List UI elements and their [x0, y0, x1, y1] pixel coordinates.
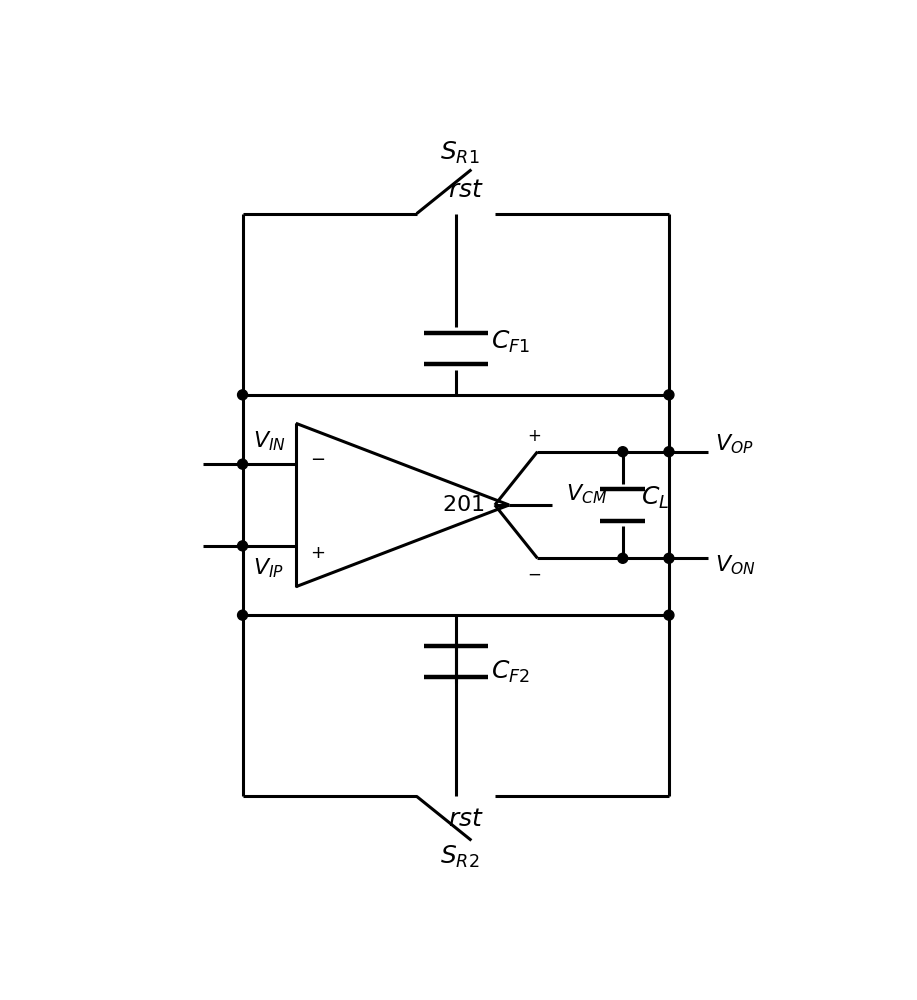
Text: $V_{IP}$: $V_{IP}$	[253, 557, 284, 580]
Text: $V_{OP}$: $V_{OP}$	[715, 433, 754, 456]
Text: $rst$: $rst$	[448, 179, 484, 202]
Circle shape	[664, 553, 674, 563]
Circle shape	[238, 541, 248, 551]
Text: $-$: $-$	[527, 565, 541, 582]
Text: $201$: $201$	[442, 494, 484, 516]
Circle shape	[618, 553, 628, 563]
Text: $-$: $-$	[310, 449, 325, 467]
Circle shape	[238, 610, 248, 620]
Text: $S_{R2}$: $S_{R2}$	[439, 844, 479, 870]
Circle shape	[664, 610, 674, 620]
Circle shape	[664, 390, 674, 400]
Circle shape	[664, 447, 674, 457]
Text: $V_{ON}$: $V_{ON}$	[715, 554, 756, 577]
Text: $V_{IN}$: $V_{IN}$	[253, 430, 286, 453]
Text: $+$: $+$	[310, 544, 325, 562]
Circle shape	[238, 390, 248, 400]
Text: $C_{F2}$: $C_{F2}$	[492, 659, 530, 685]
Text: $C_{F1}$: $C_{F1}$	[492, 328, 530, 355]
Text: $S_{R1}$: $S_{R1}$	[439, 140, 479, 166]
Text: $+$: $+$	[527, 428, 541, 445]
Text: $rst$: $rst$	[448, 808, 484, 831]
Circle shape	[618, 447, 628, 457]
Text: $V_{CM}$: $V_{CM}$	[566, 483, 607, 506]
Text: $C_L$: $C_L$	[640, 485, 668, 511]
Circle shape	[238, 459, 248, 469]
